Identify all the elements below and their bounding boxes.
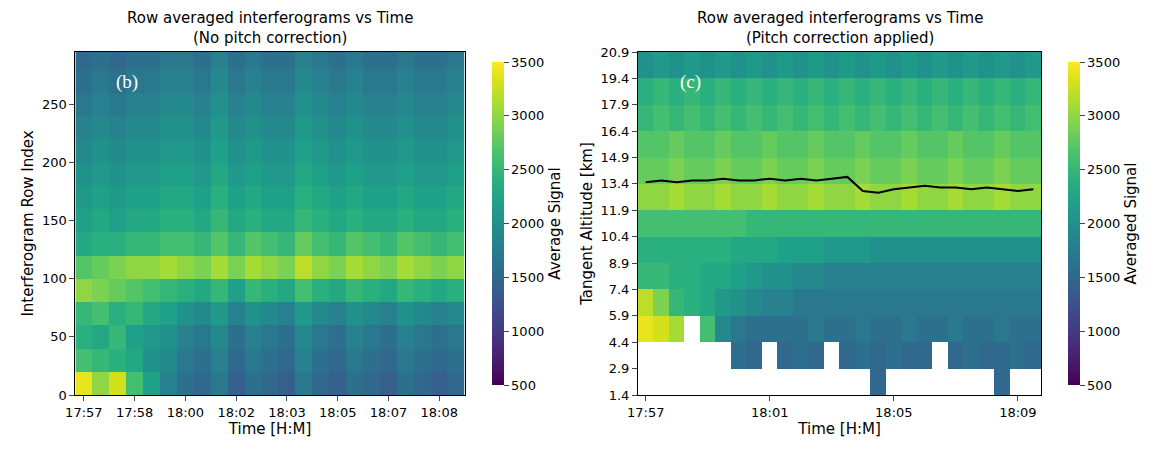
svg-text:(b): (b) [116, 71, 138, 93]
svg-text:4.4: 4.4 [609, 335, 630, 350]
svg-text:3000: 3000 [1087, 108, 1120, 123]
svg-text:50: 50 [50, 329, 67, 344]
svg-text:2500: 2500 [511, 162, 544, 177]
svg-text:1500: 1500 [511, 270, 544, 285]
svg-text:2000: 2000 [1087, 216, 1120, 231]
svg-text:18:08: 18:08 [421, 405, 458, 420]
svg-text:(c): (c) [680, 71, 701, 93]
svg-text:2000: 2000 [511, 216, 544, 231]
svg-text:200: 200 [42, 155, 67, 170]
svg-text:500: 500 [1087, 378, 1112, 393]
svg-text:20.9: 20.9 [600, 45, 629, 60]
svg-text:3500: 3500 [511, 55, 544, 70]
svg-text:18:05: 18:05 [319, 405, 356, 420]
svg-text:13.4: 13.4 [600, 176, 629, 191]
svg-text:1.4: 1.4 [609, 388, 630, 403]
svg-text:0: 0 [59, 388, 67, 403]
svg-text:8.9: 8.9 [609, 256, 630, 271]
svg-text:17:58: 17:58 [116, 405, 153, 420]
svg-text:17:57: 17:57 [65, 405, 102, 420]
svg-text:10.4: 10.4 [600, 229, 629, 244]
svg-text:18:09: 18:09 [999, 405, 1036, 420]
svg-text:3500: 3500 [1087, 55, 1120, 70]
svg-text:11.9: 11.9 [600, 203, 629, 218]
svg-text:18:02: 18:02 [217, 405, 254, 420]
svg-text:1000: 1000 [511, 324, 544, 339]
svg-text:16.4: 16.4 [600, 124, 629, 139]
svg-text:Interferogram Row Index: Interferogram Row Index [19, 130, 37, 316]
svg-text:5.9: 5.9 [609, 308, 630, 323]
svg-text:Time [H:M]: Time [H:M] [797, 420, 880, 438]
svg-text:18:03: 18:03 [268, 405, 305, 420]
svg-text:Row averaged interferograms vs: Row averaged interferograms vs Time(Pitc… [697, 9, 983, 47]
svg-text:100: 100 [42, 271, 67, 286]
svg-text:Averaged Signal: Averaged Signal [1122, 163, 1140, 285]
svg-text:Tangent Altitude [km]: Tangent Altitude [km] [578, 142, 596, 306]
svg-text:Time [H:M]: Time [H:M] [228, 420, 311, 438]
svg-text:2500: 2500 [1087, 162, 1120, 177]
svg-text:18:01: 18:01 [751, 405, 788, 420]
svg-text:250: 250 [42, 97, 67, 112]
svg-text:500: 500 [511, 378, 536, 393]
svg-text:14.9: 14.9 [600, 150, 629, 165]
svg-text:2.9: 2.9 [609, 361, 630, 376]
svg-text:18:07: 18:07 [370, 405, 407, 420]
svg-text:7.4: 7.4 [609, 282, 630, 297]
svg-text:17.9: 17.9 [600, 97, 629, 112]
svg-text:18:05: 18:05 [875, 405, 912, 420]
svg-text:3000: 3000 [511, 108, 544, 123]
svg-text:150: 150 [42, 213, 67, 228]
svg-text:19.4: 19.4 [600, 71, 629, 86]
svg-text:Row averaged interferograms vs: Row averaged interferograms vs Time(No p… [127, 9, 413, 47]
svg-text:Average Signal: Average Signal [546, 167, 564, 279]
svg-text:1000: 1000 [1087, 324, 1120, 339]
svg-text:1500: 1500 [1087, 270, 1120, 285]
svg-text:17:57: 17:57 [627, 405, 664, 420]
svg-text:18:00: 18:00 [167, 405, 204, 420]
